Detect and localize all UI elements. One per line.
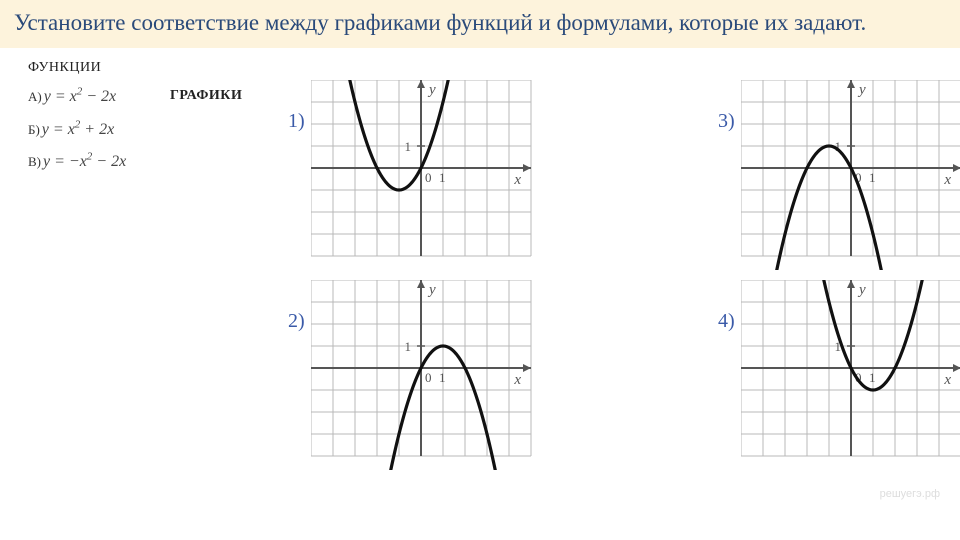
graph-block: 2)yx101	[288, 280, 541, 470]
function-row: Б)y = x2 + 2x	[28, 118, 238, 138]
svg-text:y: y	[857, 282, 866, 298]
title-text: Установите соответствие между графиками …	[14, 10, 866, 35]
graph-number: 2)	[288, 310, 305, 333]
watermark: решуегэ.рф	[880, 488, 940, 500]
content-area: ФУНКЦИИ А)y = x2 − 2xБ)y = x2 + 2xВ)y = …	[0, 48, 960, 183]
svg-text:y: y	[857, 82, 866, 98]
functions-column: ФУНКЦИИ А)y = x2 − 2xБ)y = x2 + 2xВ)y = …	[28, 60, 238, 183]
graphs-header: ГРАФИКИ	[170, 88, 242, 104]
svg-text:x: x	[513, 172, 521, 188]
svg-text:1: 1	[404, 139, 411, 154]
functions-header: ФУНКЦИИ	[28, 60, 238, 76]
svg-text:1: 1	[439, 370, 446, 385]
svg-text:1: 1	[404, 339, 411, 354]
graph-block: 3)yx101	[718, 80, 960, 270]
plot-svg: yx101	[741, 80, 960, 270]
graph-block: 1)yx101	[288, 80, 541, 270]
graph-number: 1)	[288, 110, 305, 133]
svg-text:x: x	[943, 372, 951, 388]
graph-number: 3)	[718, 110, 735, 133]
svg-text:0: 0	[425, 170, 432, 185]
svg-text:1: 1	[439, 170, 446, 185]
title-banner: Установите соответствие между графиками …	[0, 0, 960, 48]
graph-number: 4)	[718, 310, 735, 333]
svg-text:1: 1	[869, 170, 876, 185]
svg-text:y: y	[427, 282, 436, 298]
function-row: В)y = −x2 − 2x	[28, 151, 238, 171]
graph-block: 4)yx101	[718, 280, 960, 470]
svg-text:x: x	[943, 172, 951, 188]
plot-svg: yx101	[741, 280, 960, 470]
plot-svg: yx101	[311, 280, 541, 470]
svg-text:0: 0	[425, 370, 432, 385]
graphs-area: 1)yx1012)yx1013)yx1014)yx101	[258, 60, 942, 183]
plot-svg: yx101	[311, 80, 541, 270]
svg-text:1: 1	[869, 370, 876, 385]
svg-text:y: y	[427, 82, 436, 98]
svg-text:x: x	[513, 372, 521, 388]
